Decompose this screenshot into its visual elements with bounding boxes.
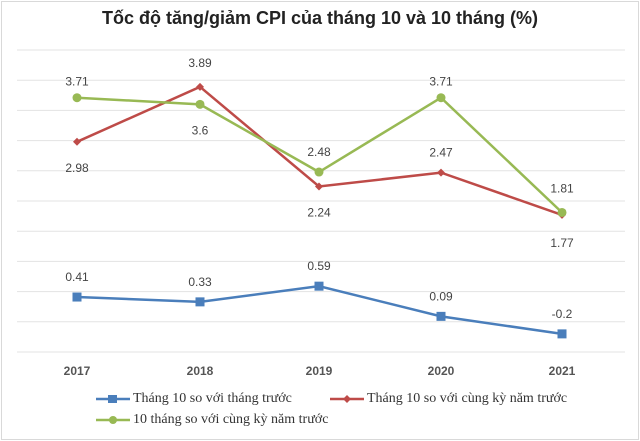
data-point [72, 93, 82, 103]
legend-square-marker-icon [96, 395, 130, 403]
data-label: 2.48 [307, 145, 331, 159]
legend-label: Tháng 10 so với tháng trước [133, 391, 292, 406]
data-point [314, 167, 324, 177]
data-label: 0.41 [65, 270, 89, 284]
data-point [557, 207, 567, 217]
data-label: 1.77 [550, 236, 574, 250]
x-tick-label: 2019 [306, 364, 333, 378]
data-label: 2.47 [429, 146, 453, 160]
data-label: 0.33 [188, 275, 212, 289]
data-point [314, 281, 324, 291]
data-point [315, 182, 323, 191]
legend-item-0: Tháng 10 so với tháng trước [96, 391, 292, 407]
data-label: 2.24 [307, 206, 331, 220]
data-label: 2.98 [65, 161, 89, 175]
data-label: 1.81 [550, 181, 574, 195]
legend-circle-marker-icon [96, 416, 130, 424]
data-point [437, 168, 445, 177]
legend-diamond-marker-icon [330, 395, 364, 403]
data-point [195, 297, 205, 307]
data-point [73, 137, 81, 146]
series-line-0 [76, 284, 563, 336]
data-point [72, 292, 82, 302]
data-point [436, 93, 446, 103]
chart-title: Tốc độ tăng/giảm CPI của tháng 10 và 10 … [101, 8, 539, 28]
data-label: 0.09 [429, 289, 453, 303]
data-label: 3.71 [65, 75, 89, 89]
data-label: 3.71 [429, 75, 453, 89]
data-label: 3.6 [192, 123, 209, 137]
data-label: -0.2 [552, 307, 573, 321]
legend-label: Tháng 10 so với cùng kỳ năm trước [367, 391, 568, 406]
data-point [196, 82, 204, 91]
data-label: 0.59 [307, 259, 331, 273]
data-label: 3.89 [188, 56, 212, 70]
x-tick-label: 2018 [187, 364, 214, 378]
x-tick-label: 2017 [64, 364, 91, 378]
x-tick-label: 2020 [428, 364, 455, 378]
x-tick-label: 2021 [549, 364, 576, 378]
legend-item-1: Tháng 10 so với cùng kỳ năm trước [330, 391, 567, 407]
data-point [557, 329, 567, 339]
data-point [195, 99, 205, 109]
data-point [436, 311, 446, 321]
legend-label: 10 tháng so với cùng kỳ năm trước [133, 412, 329, 427]
legend-item-2: 10 tháng so với cùng kỳ năm trước [96, 412, 328, 428]
